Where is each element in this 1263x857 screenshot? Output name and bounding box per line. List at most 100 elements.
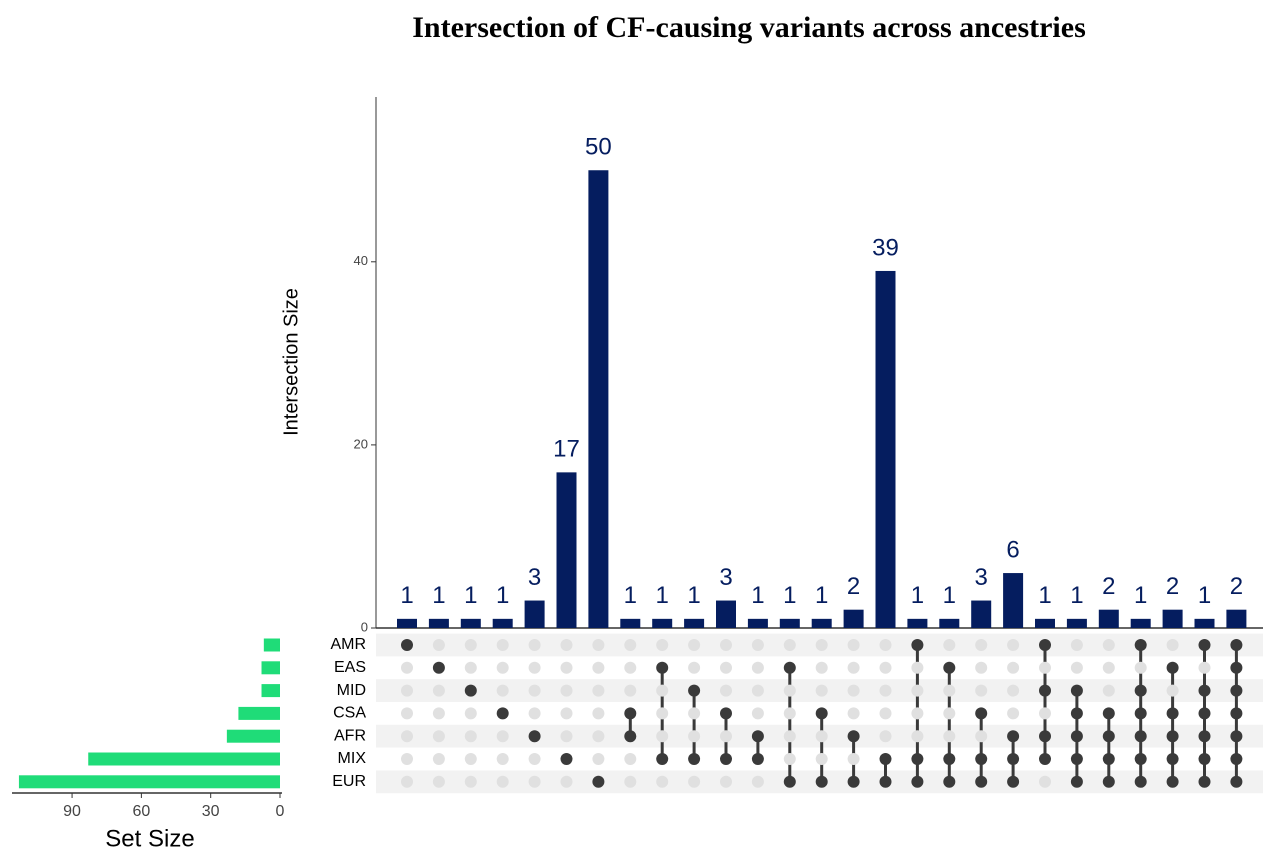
matrix-dot: [1230, 639, 1243, 651]
bar: [1130, 618, 1151, 628]
bar-label: 1: [687, 582, 700, 609]
matrix-dot: [751, 730, 764, 743]
bar: [1194, 618, 1215, 628]
matrix-dot: [847, 730, 860, 743]
matrix-dot: [592, 775, 605, 788]
matrix-dot-empty: [688, 707, 701, 720]
matrix-dot: [1166, 661, 1179, 674]
matrix-dot: [1134, 775, 1147, 788]
matrix-dot-empty: [592, 730, 605, 743]
y-axis-label: Intersection Size: [280, 288, 302, 436]
matrix-dot-empty: [783, 684, 796, 697]
matrix-dot: [624, 730, 637, 743]
matrix-dot-empty: [496, 775, 509, 788]
bar-label: 2: [1102, 573, 1115, 600]
matrix-dot: [432, 661, 445, 674]
matrix-dot: [1230, 707, 1243, 720]
matrix-dot-empty: [815, 684, 828, 697]
bar: [588, 170, 609, 628]
set-bar: [238, 706, 280, 720]
matrix-dot-empty: [847, 707, 860, 720]
set-tick-label: 60: [132, 803, 150, 820]
matrix-dot-empty: [879, 730, 892, 743]
matrix-dot-empty: [496, 639, 509, 651]
matrix-dot: [815, 707, 828, 720]
bar: [620, 618, 641, 628]
matrix-dot-empty: [943, 730, 956, 743]
matrix-dot-empty: [751, 707, 764, 720]
matrix-dot-empty: [879, 684, 892, 697]
bar: [1066, 618, 1087, 628]
matrix-dot-empty: [464, 707, 477, 720]
bar-label: 1: [783, 582, 796, 609]
bar-label: 1: [943, 582, 956, 609]
matrix-dot-empty: [560, 639, 573, 651]
matrix-dot-empty: [496, 684, 509, 697]
matrix-dot-empty: [1039, 661, 1051, 674]
matrix-dot-empty: [528, 639, 541, 651]
matrix-dot-empty: [592, 661, 605, 674]
matrix-dot-empty: [720, 684, 732, 697]
matrix-dot-empty: [975, 661, 988, 674]
bar-label: 3: [975, 564, 988, 591]
matrix-dot: [1198, 775, 1211, 788]
matrix-dot-empty: [815, 639, 828, 651]
matrix-dot: [943, 775, 956, 788]
matrix-dot-empty: [847, 753, 860, 765]
matrix-dot-empty: [528, 753, 541, 765]
matrix-dot: [560, 753, 573, 765]
matrix-dot-empty: [783, 753, 796, 765]
bar-label: 50: [585, 134, 612, 161]
matrix-dot: [1102, 730, 1115, 743]
matrix-dot: [1134, 707, 1147, 720]
matrix-dot: [783, 775, 796, 788]
bar: [1226, 609, 1247, 628]
bar: [1162, 609, 1183, 628]
bar: [492, 618, 513, 628]
matrix-dot-empty: [401, 684, 413, 697]
matrix-dot: [815, 775, 828, 788]
matrix-dot: [1198, 730, 1211, 743]
matrix-dot-empty: [1102, 684, 1115, 697]
matrix-dot-empty: [751, 684, 764, 697]
matrix-dot-empty: [1007, 707, 1020, 720]
matrix-dot-empty: [592, 707, 605, 720]
matrix-dot: [1198, 639, 1211, 651]
matrix-dot-empty: [401, 753, 413, 765]
matrix-dot: [464, 684, 477, 697]
set-bar: [226, 729, 280, 743]
matrix-dot: [911, 753, 924, 765]
bar: [716, 600, 736, 628]
matrix-dot-empty: [943, 707, 956, 720]
bar: [556, 472, 577, 628]
bar: [1035, 618, 1055, 628]
set-label: MID: [337, 682, 366, 699]
set-bar: [261, 661, 280, 675]
bar: [843, 609, 864, 628]
matrix-dot-empty: [1007, 684, 1020, 697]
matrix-dot-empty: [943, 639, 956, 651]
matrix-dot-empty: [1070, 639, 1083, 651]
matrix-dot-empty: [975, 684, 988, 697]
matrix-dot: [1007, 775, 1020, 788]
matrix-dot-empty: [401, 775, 413, 788]
matrix-dot-empty: [847, 684, 860, 697]
bar-label: 1: [464, 582, 477, 609]
matrix-dot: [1198, 753, 1211, 765]
bar: [779, 618, 800, 628]
matrix-dot: [1070, 775, 1083, 788]
bar: [397, 618, 417, 628]
set-bar: [263, 638, 280, 652]
matrix-dot-empty: [656, 684, 669, 697]
matrix-dot: [688, 753, 701, 765]
set-bar: [261, 684, 280, 698]
matrix-dot-empty: [911, 661, 924, 674]
matrix-dot-empty: [464, 753, 477, 765]
bar: [524, 600, 545, 628]
matrix-dot-empty: [975, 639, 988, 651]
set-label: EAS: [334, 659, 366, 676]
bar: [907, 618, 928, 628]
set-label: MIX: [338, 750, 367, 767]
matrix-dot-empty: [879, 639, 892, 651]
